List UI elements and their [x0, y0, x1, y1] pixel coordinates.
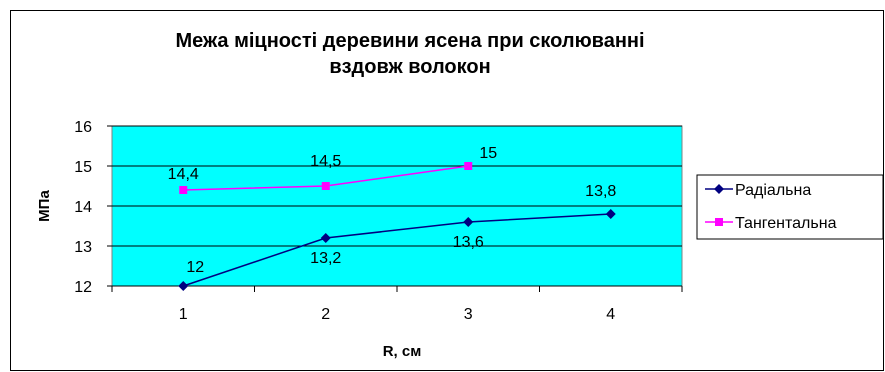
data-label: 12: [186, 259, 204, 276]
data-point-square: [179, 186, 188, 194]
legend-marker-diamond: [714, 184, 724, 194]
legend: Радіальна Тангентальна: [696, 174, 884, 240]
x-tick-label: 2: [321, 306, 330, 323]
chart-title: Межа міцності деревини ясена при сколюва…: [110, 28, 710, 80]
x-tick-label: 4: [606, 306, 615, 323]
data-label: 15: [479, 145, 497, 162]
data-point-diamond: [178, 281, 189, 291]
y-tick-label: 12: [74, 279, 92, 296]
data-label: 13,8: [585, 183, 616, 200]
data-point-diamond: [605, 209, 616, 219]
data-point-square: [464, 162, 473, 170]
series-layer: [178, 162, 616, 291]
data-point-diamond: [463, 217, 474, 227]
data-labels: 12 13,2 13,6 13,8 14,4 14,5 15: [168, 145, 617, 276]
data-point-diamond: [320, 233, 331, 243]
y-tick-label: 14: [74, 199, 92, 216]
chart-title-line-2: вздовж волокон: [329, 56, 491, 78]
chart-title-line-1: Межа міцності деревини ясена при сколюва…: [175, 30, 645, 52]
y-tick-label: 15: [74, 159, 92, 176]
legend-marker-square: [715, 218, 723, 226]
legend-label: Радіальна: [735, 182, 811, 199]
data-label: 14,5: [310, 153, 341, 170]
legend-box: [696, 174, 884, 240]
series-line-1: [183, 213, 611, 287]
x-axis-title: R, см: [383, 343, 422, 360]
data-label: 13,6: [453, 234, 484, 251]
x-tick-label: 3: [464, 306, 473, 323]
data-label: 14,4: [168, 166, 199, 183]
x-tick-label: 1: [179, 306, 188, 323]
data-label: 13,2: [310, 250, 341, 267]
data-point-square: [321, 182, 330, 190]
legend-label: Тангентальна: [735, 215, 837, 232]
y-axis-title: МПа: [36, 190, 53, 222]
y-tick-label: 16: [74, 119, 92, 136]
y-tick-label: 13: [74, 239, 92, 256]
